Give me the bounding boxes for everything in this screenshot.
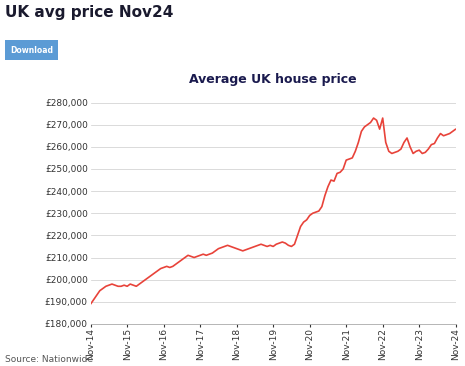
Text: UK avg price Nov24: UK avg price Nov24 <box>5 5 173 20</box>
Title: Average UK house price: Average UK house price <box>189 73 357 86</box>
Text: Source: Nationwide: Source: Nationwide <box>5 355 93 364</box>
Text: Download: Download <box>10 46 53 55</box>
